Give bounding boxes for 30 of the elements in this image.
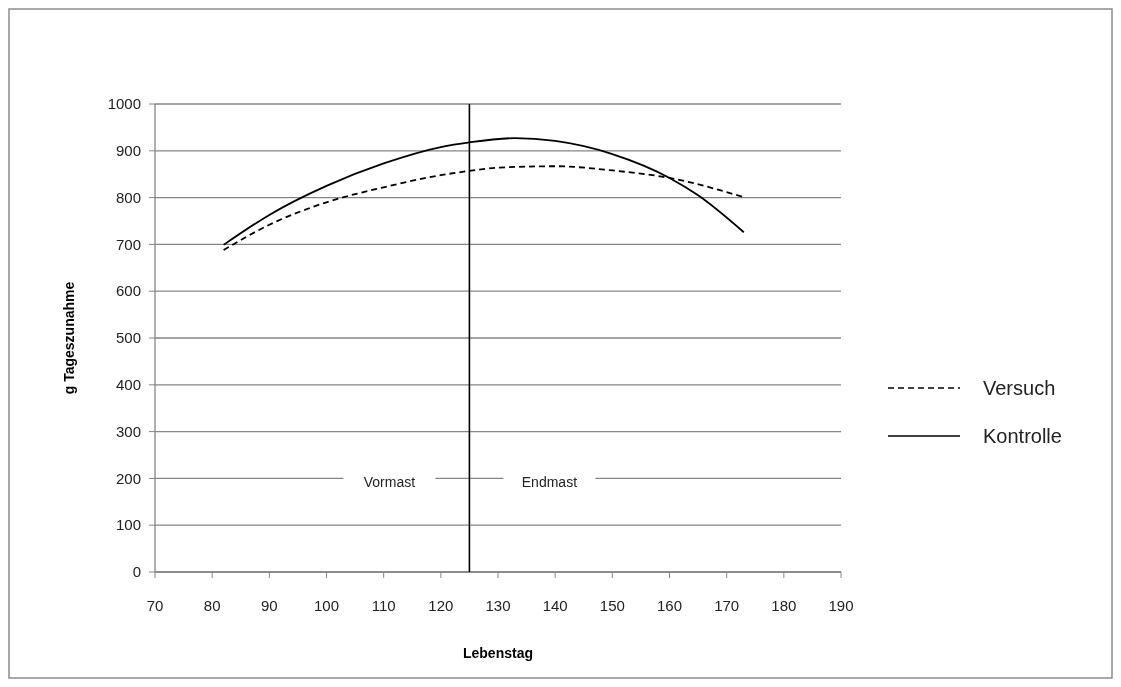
y-tick-label: 300 (115, 422, 141, 440)
x-tick-label: 90 (260, 597, 278, 614)
x-tick-label: 120 (428, 597, 454, 614)
y-axis-title: g Tageszunahme (61, 281, 77, 395)
y-tick-label: 200 (115, 469, 141, 487)
y-tick-label: 500 (115, 329, 141, 347)
x-tick-label: 100 (313, 597, 340, 614)
x-tick-label: 170 (714, 597, 740, 614)
y-tick-label: 1000 (107, 95, 141, 113)
x-tick-label: 140 (542, 597, 568, 614)
x-axis-title: Lebenstag (462, 645, 534, 661)
y-tick-label: 400 (115, 376, 141, 394)
x-tick-label: 160 (656, 597, 683, 614)
y-tick-label: 0 (132, 563, 141, 581)
x-tick-label: 180 (771, 597, 797, 614)
x-tick-label: 150 (599, 597, 625, 614)
x-tick-label: 130 (485, 597, 511, 614)
x-tick-label: 70 (146, 597, 164, 614)
y-tick-label: 800 (115, 188, 141, 206)
x-tick-label: 110 (371, 597, 396, 614)
legend-label: Versuch (983, 377, 1056, 399)
y-tick-label: 100 (115, 516, 141, 534)
annotation: Endmast (521, 473, 578, 490)
x-tick-label: 80 (203, 597, 221, 614)
y-tick-label: 900 (115, 142, 141, 160)
annotation: Vormast (363, 473, 416, 490)
x-tick-label: 190 (828, 597, 854, 614)
legend-label: Kontrolle (983, 425, 1062, 447)
y-tick-label: 600 (115, 282, 141, 300)
y-tick-label: 700 (115, 235, 141, 253)
